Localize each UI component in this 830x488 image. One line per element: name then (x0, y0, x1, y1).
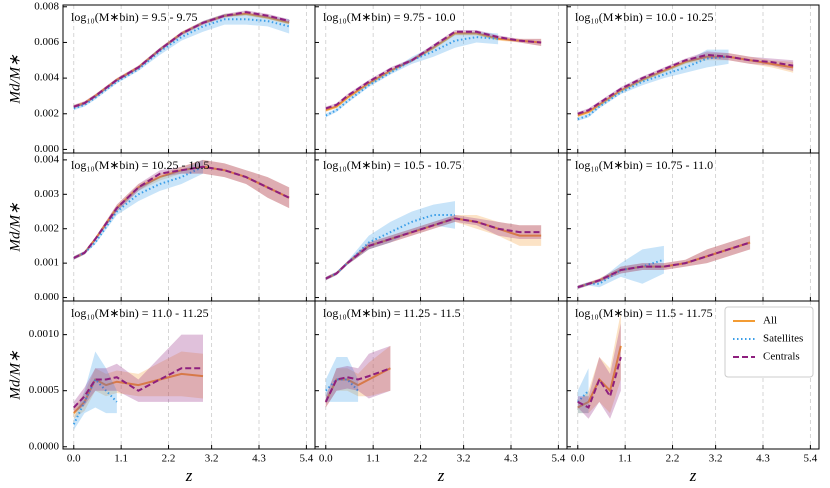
y-tick-label: 0.001 (34, 257, 59, 269)
x-tick-label: 0.0 (67, 453, 81, 465)
x-tick-label: 5.4 (552, 453, 566, 465)
x-tick-label: 1.1 (366, 453, 380, 465)
x-tick-label: 2.2 (666, 453, 680, 465)
y-tick-label: 0.002 (34, 222, 59, 234)
panel-annotation: log₁₀(M∗bin) = 10.25 - 10.5 (71, 158, 210, 172)
panel-frame (314, 4, 568, 154)
y-tick-label: 0.0000 (29, 440, 60, 452)
x-tick-label: 4.3 (756, 453, 770, 465)
band (325, 214, 542, 281)
line (73, 11, 290, 108)
band (577, 323, 621, 419)
y-tick-label: 0.002 (34, 107, 59, 119)
y-axis-label: Md/M∗ (7, 350, 23, 401)
line (325, 217, 542, 280)
line (577, 356, 622, 409)
y-tick-label: 0.000 (34, 291, 59, 303)
line (73, 367, 203, 409)
legend-label: All (763, 315, 777, 327)
x-tick-label: 4.3 (504, 453, 518, 465)
line (73, 18, 290, 110)
x-tick-label: 1.1 (618, 453, 632, 465)
band (577, 245, 664, 289)
x-tick-label: 2.2 (414, 453, 428, 465)
panel-annotation: log₁₀(M∗bin) = 9.75 - 10.0 (323, 10, 456, 24)
line (577, 53, 794, 115)
band (325, 31, 499, 118)
panel-annotation: log₁₀(M∗bin) = 10.75 - 11.0 (575, 158, 713, 172)
y-tick-label: 0.0005 (29, 384, 60, 396)
y-axis-label: Md/M∗ (7, 202, 23, 253)
line (72, 377, 118, 425)
panel-frame (566, 300, 820, 450)
x-tick-label: 3.2 (457, 453, 471, 465)
line (577, 241, 751, 289)
x-tick-label: 3.2 (205, 453, 219, 465)
panel-annotation: log₁₀(M∗bin) = 11.25 - 11.5 (323, 306, 461, 320)
y-tick-label: 0.0010 (29, 328, 60, 340)
line (325, 213, 455, 280)
x-tick-label: 3.2 (709, 453, 723, 465)
line (577, 345, 622, 409)
line (325, 378, 359, 392)
x-tick-label: 2.2 (162, 453, 176, 465)
band (325, 201, 455, 281)
band (325, 214, 542, 281)
x-axis-label: z (437, 466, 445, 485)
band (73, 351, 117, 430)
x-axis-label: z (689, 466, 697, 485)
legend-box (724, 306, 814, 378)
band (73, 13, 290, 111)
band (73, 159, 204, 260)
band (325, 345, 391, 408)
band (325, 29, 542, 111)
y-tick-label: 0.000 (34, 143, 59, 155)
band (325, 345, 391, 408)
x-tick-label: 1.1 (114, 453, 128, 465)
y-tick-label: 0.003 (34, 188, 59, 200)
band (577, 368, 589, 414)
x-tick-label: 0.0 (571, 453, 585, 465)
legend-label: Satellites (763, 333, 803, 345)
legend-label: Centrals (763, 351, 800, 363)
panel-annotation: log₁₀(M∗bin) = 10.5 - 10.75 (323, 158, 462, 172)
band (577, 49, 729, 121)
panel-annotation: log₁₀(M∗bin) = 11.0 - 11.25 (71, 306, 209, 320)
y-axis-label: Md/M∗ (7, 54, 23, 105)
line (73, 12, 290, 108)
y-tick-label: 0.006 (34, 36, 59, 48)
panel-annotation: log₁₀(M∗bin) = 10.0 - 10.25 (575, 10, 714, 24)
band (73, 334, 204, 414)
line (324, 367, 391, 403)
x-tick-label: 4.3 (252, 453, 266, 465)
line (577, 390, 590, 403)
line (325, 30, 542, 110)
band (325, 31, 542, 112)
panel-frame (566, 4, 820, 154)
x-axis-label: z (185, 466, 193, 485)
panel-annotation: log₁₀(M∗bin) = 9.5 - 9.75 (71, 10, 198, 24)
panel-annotation: log₁₀(M∗bin) = 11.5 - 11.75 (575, 306, 713, 320)
line (325, 36, 499, 117)
y-tick-label: 0.004 (34, 153, 59, 165)
x-tick-label: 5.4 (804, 453, 818, 465)
x-tick-label: 0.0 (319, 453, 333, 465)
x-tick-label: 5.4 (300, 453, 314, 465)
y-tick-label: 0.004 (34, 72, 59, 84)
band (73, 12, 290, 109)
line (577, 55, 729, 121)
line (73, 165, 290, 259)
y-tick-label: 0.008 (34, 0, 59, 12)
